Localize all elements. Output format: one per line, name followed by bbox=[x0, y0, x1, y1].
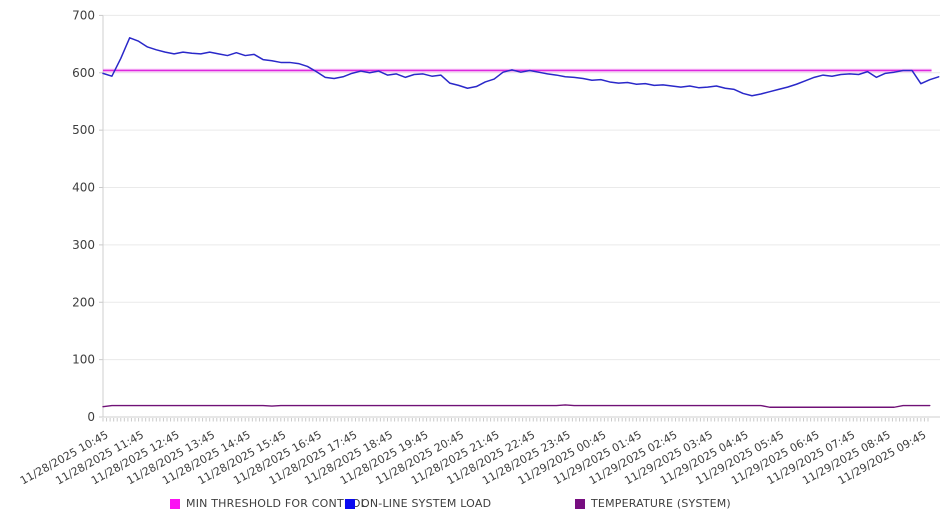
legend-swatch-temperature-icon bbox=[575, 498, 585, 509]
legend-swatch-system-load-icon bbox=[345, 498, 355, 509]
y-tick-label: 100 bbox=[72, 353, 95, 367]
legend-swatch-min-threshold-icon bbox=[170, 498, 180, 509]
legend: MIN THRESHOLD FOR CONTROL ON-LINE SYSTEM… bbox=[0, 497, 946, 515]
y-tick-label: 0 bbox=[87, 410, 95, 424]
series-lines bbox=[102, 37, 940, 408]
legend-label-system-load: ON-LINE SYSTEM LOAD bbox=[361, 497, 492, 510]
y-tick-label: 200 bbox=[72, 295, 95, 309]
y-gridlines bbox=[99, 14, 940, 418]
y-tick-label: 400 bbox=[72, 181, 95, 195]
legend-item-min-threshold: MIN THRESHOLD FOR CONTROL bbox=[170, 497, 367, 510]
legend-item-system-load: ON-LINE SYSTEM LOAD bbox=[345, 497, 491, 510]
series-temperature-line bbox=[102, 404, 931, 408]
series-system-load-line bbox=[102, 37, 940, 97]
x-minor-ticks bbox=[102, 418, 929, 422]
y-tick-label: 300 bbox=[72, 238, 95, 252]
y-tick-label: 600 bbox=[72, 66, 95, 80]
legend-label-temperature: TEMPERATURE (SYSTEM) bbox=[591, 497, 731, 510]
legend-item-temperature: TEMPERATURE (SYSTEM) bbox=[575, 497, 731, 510]
y-tick-label: 500 bbox=[72, 123, 95, 137]
y-tick-label: 700 bbox=[72, 8, 95, 22]
legend-label-min-threshold: MIN THRESHOLD FOR CONTROL bbox=[186, 497, 367, 510]
y-axis-labels: 0 100 200 300 400 500 600 700 bbox=[72, 8, 95, 424]
